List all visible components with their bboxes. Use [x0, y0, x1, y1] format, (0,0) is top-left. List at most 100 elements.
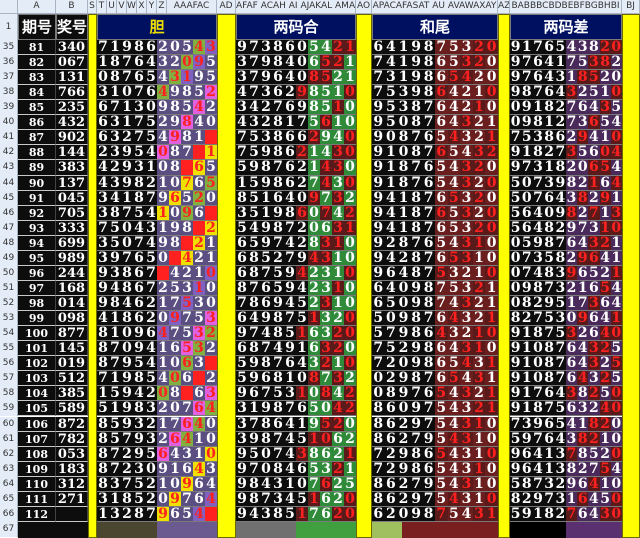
digit-cell: 3	[98, 250, 108, 266]
digit-cell: 2	[588, 401, 600, 417]
row-number[interactable]: 67	[0, 521, 18, 537]
column-header-v[interactable]: V	[117, 0, 127, 14]
row-number[interactable]: 54	[0, 326, 18, 342]
column-header-w[interactable]: W	[127, 0, 137, 14]
digit-cell: 1	[296, 386, 308, 402]
row-number[interactable]: 64	[0, 476, 18, 492]
row-number[interactable]: 62	[0, 446, 18, 462]
digit-cell: 9	[273, 205, 283, 221]
digit-cell: 5	[588, 70, 600, 86]
digit-cell: 3	[555, 311, 566, 327]
digit-cell: 1	[98, 55, 108, 71]
row-number[interactable]: 40	[0, 115, 18, 131]
row-number[interactable]: 60	[0, 416, 18, 432]
column-header-x[interactable]: X	[137, 0, 147, 14]
row-number[interactable]: 53	[0, 311, 18, 327]
digit-cell: 7	[588, 205, 600, 221]
row-number[interactable]: 1	[0, 14, 18, 40]
row-number[interactable]: 41	[0, 130, 18, 146]
corner-cell[interactable]	[0, 0, 18, 14]
digit-cell: 2	[297, 175, 307, 191]
digit-cell: 8	[308, 446, 320, 462]
column-header-ao[interactable]: AO	[356, 0, 372, 14]
row-number[interactable]: 47	[0, 220, 18, 236]
column-header-s[interactable]: S	[88, 0, 97, 14]
digit-cell: 0	[510, 250, 521, 266]
column-header-b[interactable]: B	[56, 0, 88, 14]
column-header-g3[interactable]: APACAFASAT AU AVAWAXAY	[372, 0, 498, 14]
digit-cell: 7	[533, 175, 543, 191]
column-header-z[interactable]: Z	[157, 0, 167, 14]
digit-cell: 7	[373, 55, 384, 71]
digit-cell: 0	[386, 130, 396, 146]
column-header-u[interactable]: U	[107, 0, 117, 14]
digit-cell: 6	[193, 220, 205, 236]
digit-cell: 8	[398, 130, 409, 146]
row-number[interactable]: 38	[0, 85, 18, 101]
column-header-g2[interactable]: AFAF ACAH AI AJAKAL AMAN	[236, 0, 356, 14]
row-number[interactable]: 55	[0, 341, 18, 357]
row-number[interactable]: 58	[0, 386, 18, 402]
digit-cell: 5	[610, 356, 622, 372]
digit-cell: 5	[447, 220, 461, 236]
row-number[interactable]: 39	[0, 100, 18, 116]
row-number[interactable]: 57	[0, 371, 18, 387]
row-number[interactable]: 45	[0, 190, 18, 206]
column-header-g4[interactable]: BABBBCBDBEBFBGBHBI	[510, 0, 622, 14]
digit-cell: 7	[423, 311, 434, 327]
column-header-a[interactable]: A	[18, 0, 56, 14]
row-number[interactable]: 48	[0, 235, 18, 251]
row-number[interactable]: 65	[0, 491, 18, 507]
row-number[interactable]: 61	[0, 431, 18, 447]
row-number[interactable]: 36	[0, 55, 18, 71]
digit-cell: 3	[332, 145, 344, 161]
digit-cell: 9	[273, 296, 283, 312]
row-number[interactable]: 42	[0, 145, 18, 161]
digit-cell: 0	[485, 160, 498, 176]
column-header-y[interactable]: Y	[147, 0, 157, 14]
row-number[interactable]: 35	[0, 40, 18, 56]
column-header-bj[interactable]: BJ	[622, 0, 640, 14]
digit-cell: 5	[447, 205, 461, 221]
row-number[interactable]: 66	[0, 506, 18, 522]
row-number[interactable]: 63	[0, 461, 18, 477]
digit-cell: 9	[373, 190, 384, 206]
digit-cell: 2	[398, 341, 409, 357]
column-header-az[interactable]: AZ	[498, 0, 510, 14]
row-number[interactable]: 56	[0, 356, 18, 372]
digit-cell: 0	[344, 160, 356, 176]
digit-cell: 2	[599, 40, 611, 55]
digit-cell: 3	[460, 341, 473, 357]
row-number[interactable]: 37	[0, 70, 18, 86]
digit-cell: 0	[398, 145, 409, 161]
digit-cell: 7	[181, 160, 193, 176]
digit-cell: 6	[588, 115, 600, 131]
period-cell: 100	[18, 326, 56, 342]
row-number[interactable]: 52	[0, 296, 18, 312]
digit-cell: 9	[157, 100, 169, 116]
digit-cell: 0	[297, 40, 307, 55]
digit-cell: 9	[373, 265, 384, 281]
row-number[interactable]: 46	[0, 205, 18, 221]
row-number[interactable]: 51	[0, 280, 18, 296]
row-number[interactable]: 43	[0, 160, 18, 176]
period-cell: 93	[18, 220, 56, 236]
digit-cell: 7	[588, 461, 600, 477]
digit-cell: 0	[205, 265, 217, 281]
column-header-aa_ac[interactable]: AAAFAC	[167, 0, 217, 14]
column-header-ad[interactable]: AD	[217, 0, 236, 14]
column-header-t[interactable]: T	[97, 0, 107, 14]
row-number[interactable]: 44	[0, 175, 18, 191]
row-number[interactable]: 49	[0, 250, 18, 266]
row-number[interactable]: 59	[0, 401, 18, 417]
digit-cell: 6	[434, 341, 448, 357]
row-number[interactable]: 50	[0, 265, 18, 281]
digit-cell: 0	[169, 356, 181, 372]
